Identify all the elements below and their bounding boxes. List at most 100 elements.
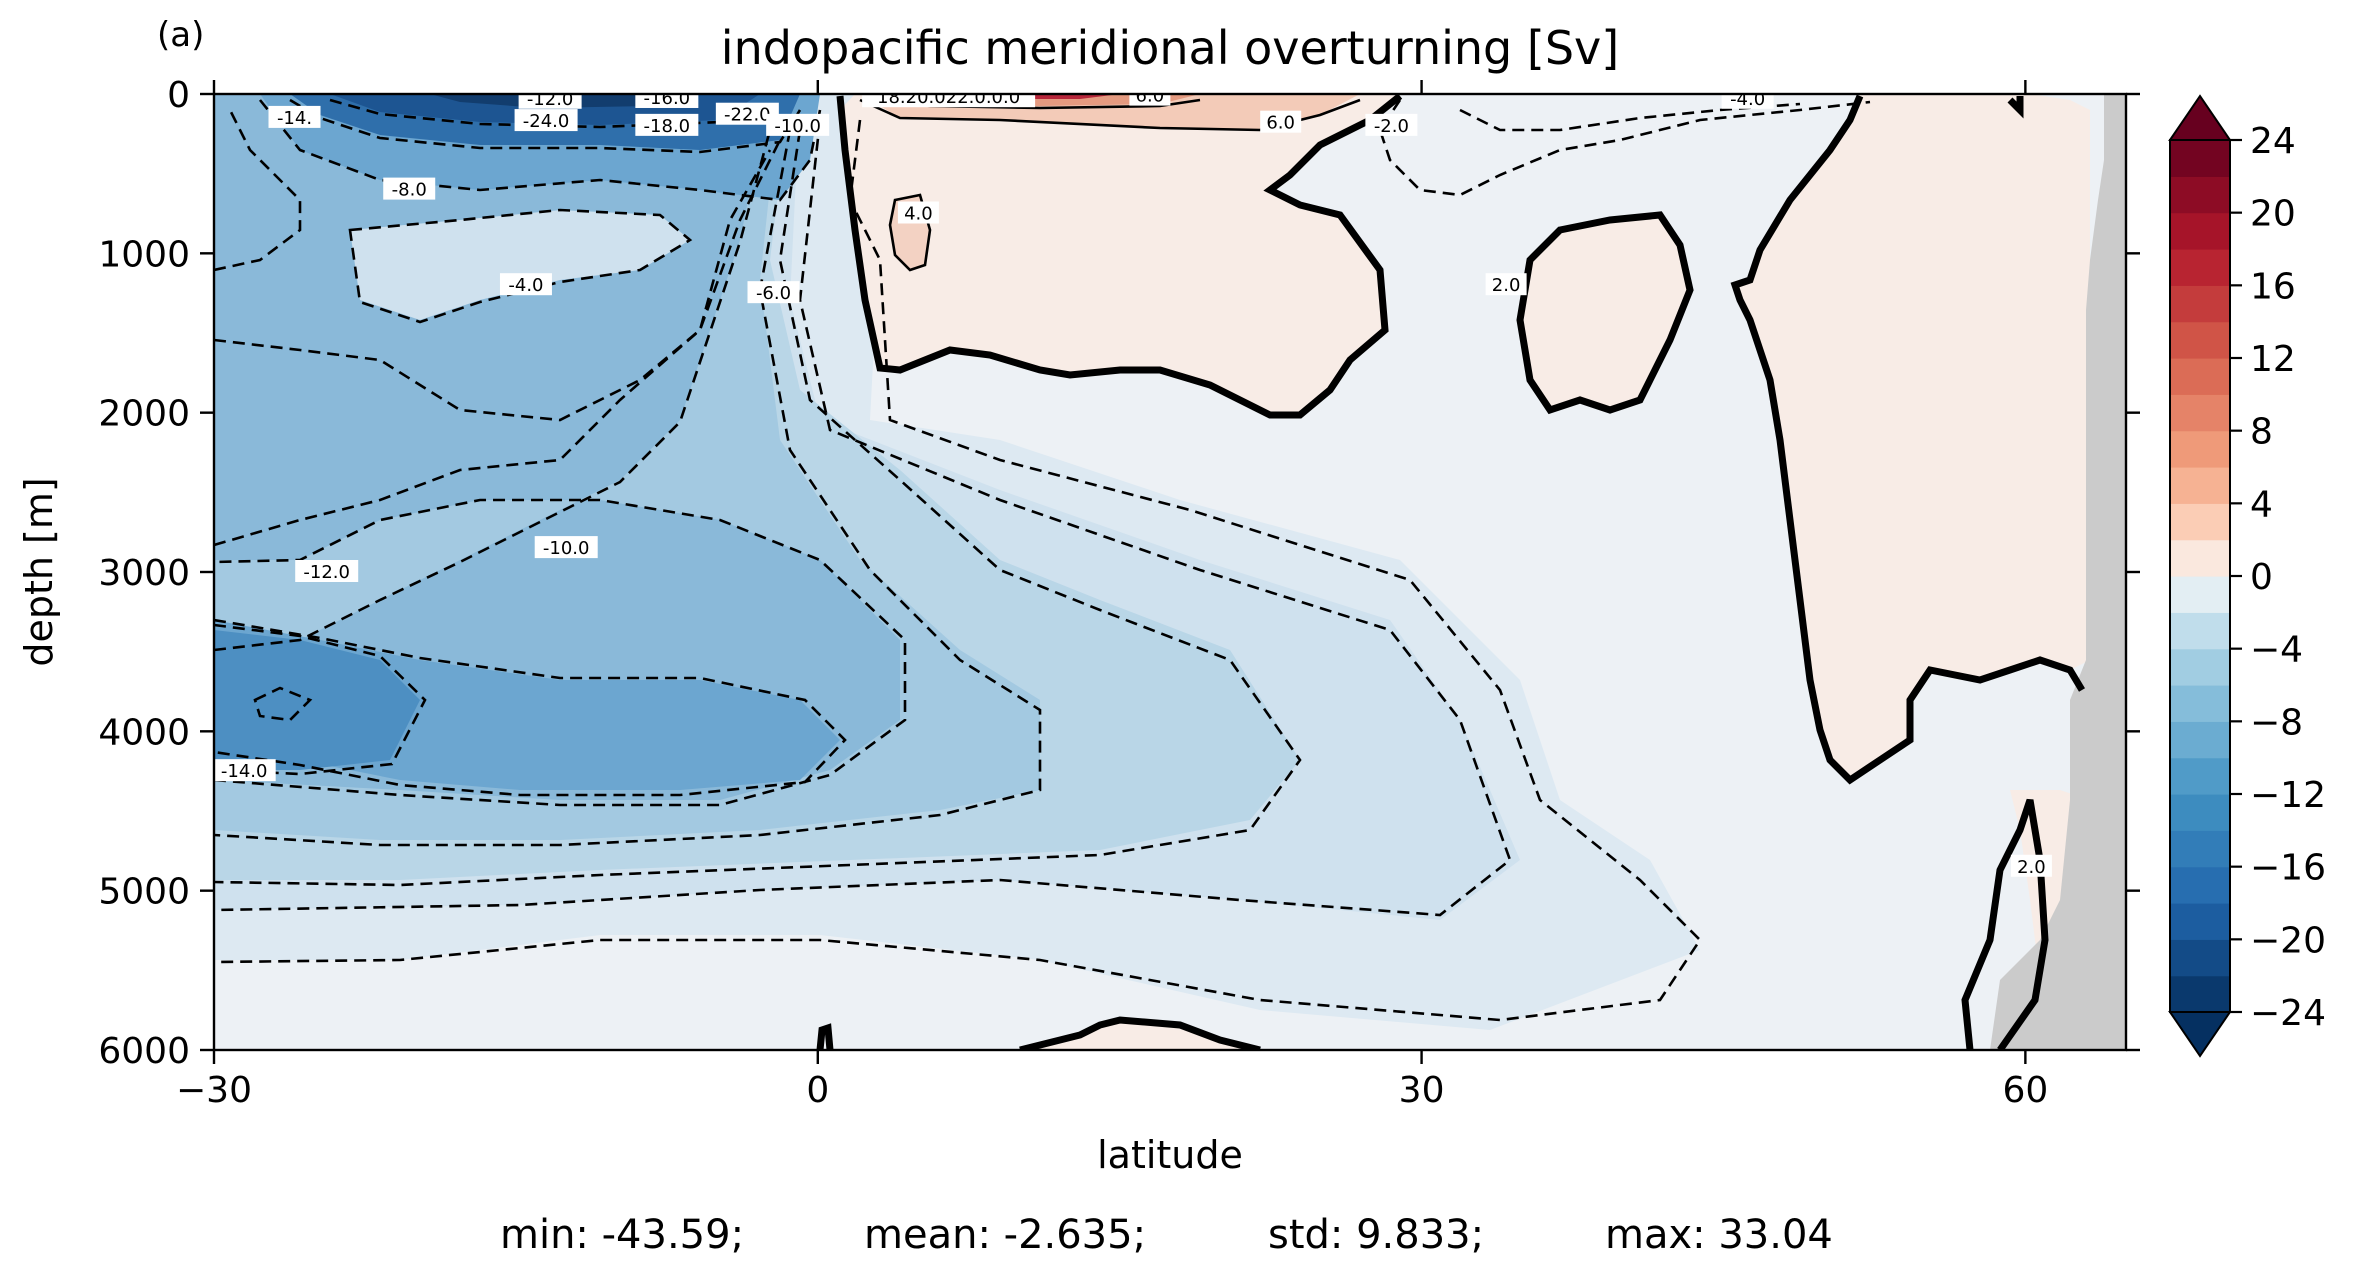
- field-pos-bottom: [1020, 1020, 1260, 1050]
- contour-east-neg-2: [1378, 99, 1871, 197]
- colorbar-band: [2170, 757, 2230, 795]
- y-tick-label: 4000: [98, 712, 190, 753]
- zero-contour-deep: [1961, 798, 2049, 1050]
- contour-label: 2.0: [2017, 857, 2046, 878]
- colorbar-tick-label: 8: [2250, 412, 2273, 453]
- contour-neg-4-surface: [214, 109, 302, 272]
- y-tick-label: 2000: [98, 394, 190, 435]
- colorbar-band: [2170, 794, 2230, 831]
- contour-label: -10.0: [774, 116, 821, 137]
- colorbar-tick-label: 20: [2250, 194, 2296, 235]
- contour-label-bg: [1260, 110, 1302, 133]
- contour-label-bg: [897, 201, 939, 224]
- contour-label: -18.0: [644, 116, 691, 137]
- field-pos-main: [840, 94, 1400, 415]
- contour-label-bg: [1129, 94, 1171, 106]
- colorbar-extend-max: [2168, 94, 2232, 141]
- contour-neg-8-upper: [214, 139, 782, 547]
- contour-label-bg: [499, 273, 552, 296]
- colorbar-band: [2170, 503, 2230, 541]
- contour-label-bg: [715, 102, 779, 125]
- contour-label-bg: [1365, 113, 1418, 136]
- contour-neg-10-upper: [214, 129, 772, 652]
- contour-label: -2.0: [1374, 116, 1409, 137]
- x-tick-label: 30: [1399, 1070, 1445, 1111]
- contour-label: -4.0: [1730, 89, 1765, 110]
- contour-labels: -12.0 -16.0 -24.0 -18.0 -22.0 -14. -10.0 -8.0 -4…: [214, 87, 2052, 878]
- panel-label: (a): [157, 15, 204, 55]
- chart-title: indopacific meridional overturning [Sv]: [721, 21, 1619, 75]
- contour-neg-6-upper: [214, 149, 772, 422]
- contour-label: -14.: [277, 108, 312, 129]
- y-tick-label: 6000: [98, 1031, 190, 1072]
- contour-label: -8.0: [392, 180, 427, 201]
- x-axis: −30 0 30 60: [176, 80, 2048, 1111]
- contour-label-bg: [1485, 273, 1527, 296]
- colorbar-tick-label: 4: [2250, 484, 2273, 525]
- colorbar-band: [2170, 467, 2230, 504]
- colorbar-tick-label: 24: [2250, 121, 2296, 162]
- plot-area: -12.0 -16.0 -24.0 -18.0 -22.0 -14. -10.0 -8.0 -4…: [214, 87, 2126, 1050]
- colorbar-tick-label: −20: [2250, 920, 2326, 961]
- contour-neg-4: [214, 119, 1512, 917]
- colorbar-extend-min: [2168, 1011, 2232, 1058]
- contour-label: -10.0: [543, 538, 590, 559]
- colorbar-band: [2170, 830, 2230, 868]
- stat-std: std: 9.833;: [1268, 1212, 1485, 1258]
- x-tick-label: 60: [2002, 1070, 2048, 1111]
- colorbar-band: [2170, 321, 2230, 359]
- field-neg-14: [214, 630, 420, 770]
- contour-neg-16: [253, 686, 313, 722]
- contour-label-bg: [862, 94, 1036, 108]
- y-tick-label: 0: [167, 75, 190, 116]
- contour-label-bg: [518, 94, 582, 109]
- colorbar-tick-label: 12: [2250, 339, 2296, 380]
- y-tick-label: 1000: [98, 234, 190, 275]
- colorbar-band: [2170, 430, 2230, 468]
- colorbar-band: [2170, 576, 2230, 613]
- field-pos-blob: [1520, 215, 1690, 410]
- colorbar-tick-label: −8: [2250, 702, 2303, 743]
- contour-label-bg: [295, 560, 359, 582]
- colorbar-band: [2170, 975, 2230, 1013]
- contour-label: -6.0: [756, 283, 791, 304]
- contour-label-bg: [747, 281, 800, 304]
- zero-contour-bottom-2: [816, 1023, 834, 1050]
- colorbar-tick-label: −16: [2250, 848, 2326, 889]
- colorbar-band: [2170, 685, 2230, 722]
- contour-label: -14.0: [221, 761, 268, 782]
- contour-label-bg: [214, 759, 276, 782]
- colorbar-tick-label: −24: [2250, 993, 2326, 1034]
- contour-neg-12: [214, 618, 847, 797]
- contour-label-bg: [635, 94, 699, 108]
- contour-label: 4.0: [904, 204, 933, 225]
- contour-neg-4-upper: [348, 208, 693, 324]
- zero-contour-coast: [2007, 96, 2024, 119]
- contour-label: 18.20.022.0.0.0: [877, 87, 1020, 108]
- contour-label-bg: [1721, 94, 1774, 109]
- x-axis-label: latitude: [1097, 1133, 1243, 1177]
- colorbar-band: [2170, 176, 2230, 214]
- colorbar-band: [2170, 249, 2230, 286]
- colorbar-band: [2170, 539, 2230, 577]
- stat-max: max: 33.04: [1605, 1212, 1833, 1258]
- colorbar-tick-label: 0: [2250, 557, 2273, 598]
- colorbar: 24 20 16 12 8 4 0 −4 −8 −12 −16 −20 −24: [2168, 94, 2326, 1058]
- zero-contours: [816, 94, 2086, 1050]
- field-upper-inner: [350, 210, 690, 320]
- contour-neg-6: [214, 129, 1302, 887]
- contour-label: 2.0: [1492, 275, 1521, 296]
- contour-label: 6.0: [1266, 113, 1295, 134]
- x-tick-label: 0: [806, 1070, 829, 1111]
- colorbar-band: [2170, 721, 2230, 759]
- contour-surface-1: [258, 99, 822, 202]
- contour-label-bg: [2010, 854, 2052, 877]
- colorbar-band: [2170, 866, 2230, 904]
- colorbar-band: [2170, 939, 2230, 977]
- land-mask: [1990, 94, 2126, 1050]
- y-axis-label: depth [m]: [17, 477, 61, 666]
- contour-label: -22.0: [724, 105, 771, 126]
- contour-pos-2: [859, 98, 1361, 132]
- contour-label: -24.0: [523, 111, 570, 132]
- colorbar-band: [2170, 648, 2230, 686]
